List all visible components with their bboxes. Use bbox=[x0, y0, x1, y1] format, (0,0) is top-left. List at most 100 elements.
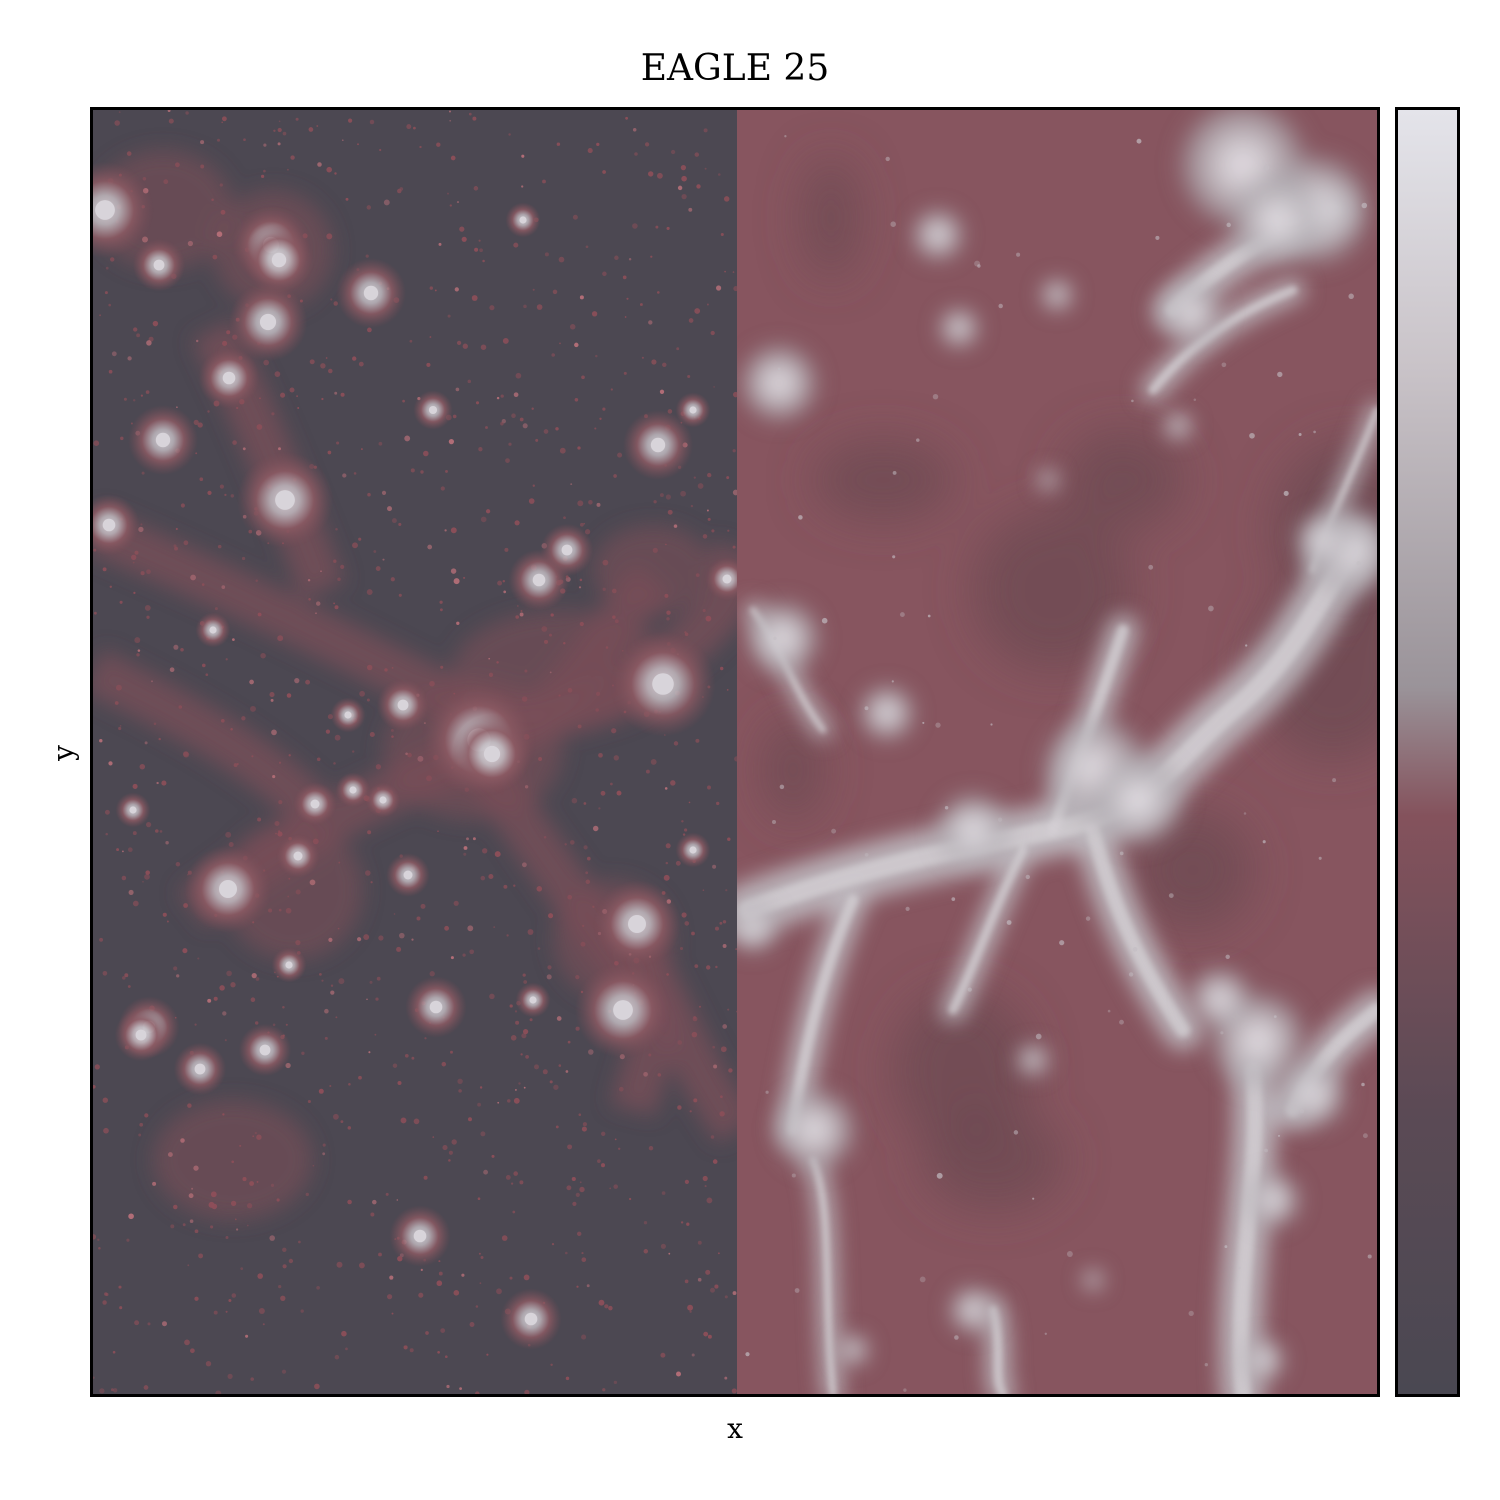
dm-halo-core bbox=[209, 626, 217, 634]
dm-subhalo-speck bbox=[524, 669, 528, 673]
dm-subhalo-speck bbox=[680, 1221, 684, 1224]
dm-subhalo-speck bbox=[127, 847, 133, 853]
dm-subhalo-speck bbox=[720, 232, 724, 237]
gas-clump-speck bbox=[997, 817, 1003, 822]
dm-subhalo-speck bbox=[108, 303, 111, 307]
dm-subhalo-speck bbox=[188, 1193, 194, 1199]
dm-subhalo-speck bbox=[696, 184, 701, 189]
dm-subhalo-speck bbox=[214, 607, 218, 611]
dm-subhalo-speck bbox=[480, 1256, 484, 1259]
dm-subhalo-speck bbox=[551, 1242, 555, 1246]
dm-subhalo-speck bbox=[271, 729, 277, 736]
dm-subhalo-speck bbox=[702, 609, 706, 613]
dm-subhalo-speck bbox=[139, 1122, 144, 1127]
dm-subhalo-speck bbox=[666, 973, 669, 976]
dm-subhalo-speck bbox=[618, 1086, 624, 1092]
dm-subhalo-speck bbox=[105, 832, 108, 836]
dm-subhalo-speck bbox=[219, 985, 225, 991]
gas-clump-speck bbox=[831, 828, 837, 834]
dm-subhalo-speck bbox=[710, 330, 715, 336]
gas-void bbox=[763, 720, 823, 820]
dm-subhalo-speck bbox=[480, 1131, 486, 1137]
dm-subhalo-speck bbox=[684, 631, 687, 634]
dm-halo-core bbox=[524, 1312, 538, 1326]
dm-subhalo-speck bbox=[681, 912, 687, 918]
dm-halo-core bbox=[689, 406, 697, 414]
dm-halo-core bbox=[722, 574, 732, 584]
plot-area bbox=[90, 107, 1380, 1397]
dm-subhalo-speck bbox=[144, 1113, 149, 1118]
dm-subhalo-speck bbox=[259, 397, 261, 400]
dm-subhalo-speck bbox=[242, 1177, 247, 1182]
dm-subhalo-speck bbox=[199, 477, 204, 482]
dm-subhalo-speck bbox=[514, 520, 520, 526]
dm-subhalo-speck bbox=[577, 724, 582, 729]
dm-subhalo-speck bbox=[440, 608, 443, 612]
dm-subhalo-speck bbox=[727, 1008, 730, 1011]
dm-subhalo-speck bbox=[110, 1388, 114, 1392]
gas-clump-speck bbox=[1226, 222, 1231, 228]
dm-subhalo-speck bbox=[347, 1199, 352, 1205]
dm-clump bbox=[153, 1100, 313, 1220]
dm-subhalo-speck bbox=[317, 162, 322, 167]
dm-subhalo-speck bbox=[222, 340, 228, 346]
dm-subhalo-speck bbox=[477, 1197, 481, 1201]
dm-subhalo-speck bbox=[502, 337, 509, 344]
dm-subhalo-speck bbox=[391, 667, 394, 669]
dm-subhalo-speck bbox=[256, 424, 263, 430]
dm-subhalo-speck bbox=[567, 1040, 571, 1044]
dm-subhalo-speck bbox=[643, 1221, 648, 1225]
dm-subhalo-speck bbox=[555, 1125, 559, 1129]
gas-clump-speck bbox=[892, 555, 896, 559]
dm-subhalo-speck bbox=[118, 1285, 122, 1289]
dm-subhalo-speck bbox=[613, 474, 617, 478]
dm-subhalo-speck bbox=[716, 285, 722, 291]
dm-subhalo-speck bbox=[207, 490, 212, 496]
dm-subhalo-speck bbox=[104, 291, 108, 295]
dm-subhalo-speck bbox=[403, 1345, 408, 1350]
dm-halo-core bbox=[397, 699, 409, 711]
gas-clump-speck bbox=[1367, 1254, 1372, 1259]
dm-subhalo-speck bbox=[583, 845, 588, 850]
dm-subhalo-speck bbox=[390, 728, 394, 732]
dm-subhalo-speck bbox=[334, 734, 341, 741]
dm-subhalo-speck bbox=[486, 1353, 489, 1356]
dm-subhalo-speck bbox=[707, 472, 712, 478]
gas-halo bbox=[1015, 1042, 1051, 1078]
gas-void bbox=[1063, 430, 1183, 530]
dm-subhalo-speck bbox=[255, 1021, 259, 1025]
dm-subhalo-speck bbox=[659, 493, 664, 498]
dm-subhalo-speck bbox=[720, 1046, 727, 1053]
dm-subhalo-speck bbox=[357, 143, 359, 146]
dm-subhalo-speck bbox=[233, 763, 238, 768]
dm-subhalo-speck bbox=[566, 1185, 572, 1191]
dm-subhalo-speck bbox=[691, 1031, 698, 1038]
dm-subhalo-speck bbox=[136, 653, 140, 657]
dm-subhalo-speck bbox=[142, 880, 144, 883]
dm-subhalo-speck bbox=[151, 680, 153, 683]
gas-halo bbox=[857, 683, 917, 743]
dm-subhalo-speck bbox=[132, 831, 137, 836]
dm-subhalo-speck bbox=[190, 574, 197, 581]
dm-subhalo-speck bbox=[447, 192, 449, 195]
gas-clump-speck bbox=[899, 612, 905, 618]
dm-subhalo-speck bbox=[505, 1174, 511, 1180]
dm-subhalo-speck bbox=[447, 314, 451, 318]
dm-subhalo-speck bbox=[515, 615, 520, 619]
dm-subhalo-speck bbox=[390, 577, 395, 582]
gas-filament-core bbox=[1233, 1062, 1263, 1394]
dm-subhalo-speck bbox=[282, 1006, 285, 1009]
dm-subhalo-speck bbox=[513, 1097, 520, 1104]
dm-subhalo-speck bbox=[103, 1127, 109, 1134]
dm-subhalo-speck bbox=[648, 1145, 654, 1151]
gas-clump-speck bbox=[1136, 138, 1142, 144]
dm-subhalo-speck bbox=[480, 344, 487, 350]
dm-subhalo-speck bbox=[215, 1390, 222, 1394]
dm-subhalo-speck bbox=[225, 831, 232, 838]
dm-subhalo-speck bbox=[222, 1113, 225, 1116]
gas-clump-speck bbox=[1263, 164, 1270, 171]
dm-subhalo-speck bbox=[226, 330, 231, 335]
gas-clump-speck bbox=[791, 1173, 796, 1178]
dm-subhalo-speck bbox=[697, 1277, 702, 1282]
dm-subhalo-speck bbox=[281, 1369, 287, 1374]
